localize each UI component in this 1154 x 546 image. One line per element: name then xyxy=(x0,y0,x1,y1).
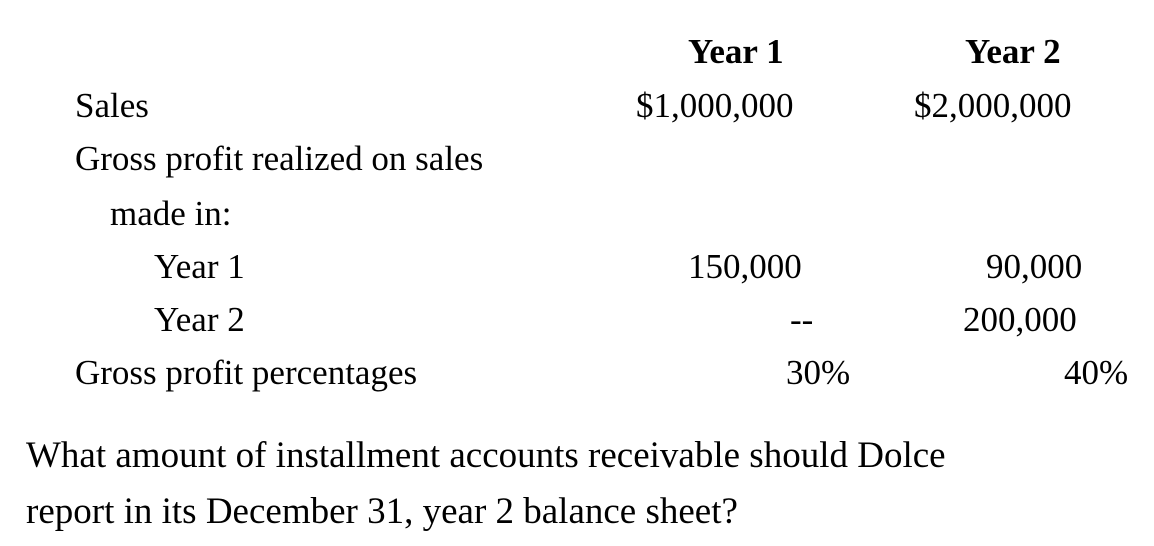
year-2-realized-year-2-value: 200,000 xyxy=(963,300,1077,339)
year-1-realized-year-1-value: 150,000 xyxy=(688,247,802,286)
row-label-sales: Sales xyxy=(75,86,149,125)
question-text: What amount of installment accounts rece… xyxy=(26,428,1136,540)
year-2-realized-year-1-value: -- xyxy=(790,300,814,339)
year-1-realized-year-2-value: 90,000 xyxy=(986,247,1083,286)
column-header-year-1: Year 1 xyxy=(688,32,784,71)
question-line-2: report in its December 31, year 2 balanc… xyxy=(26,491,738,532)
row-label-gross-profit-percentages: Gross profit percentages xyxy=(75,353,418,392)
row-label-gross-profit-realized: Gross profit realized on sales xyxy=(75,139,484,178)
gross-profit-percentage-year-2: 40% xyxy=(1064,353,1129,392)
row-label-made-in: made in: xyxy=(110,194,232,233)
sales-year-2-value: $2,000,000 xyxy=(914,86,1072,125)
question-line-1: What amount of installment accounts rece… xyxy=(26,435,946,476)
row-label-year-2: Year 2 xyxy=(154,300,245,339)
gross-profit-percentage-year-1: 30% xyxy=(786,353,851,392)
sales-year-1-value: $1,000,000 xyxy=(636,86,794,125)
column-header-year-2: Year 2 xyxy=(965,32,1061,71)
row-label-year-1: Year 1 xyxy=(154,247,245,286)
